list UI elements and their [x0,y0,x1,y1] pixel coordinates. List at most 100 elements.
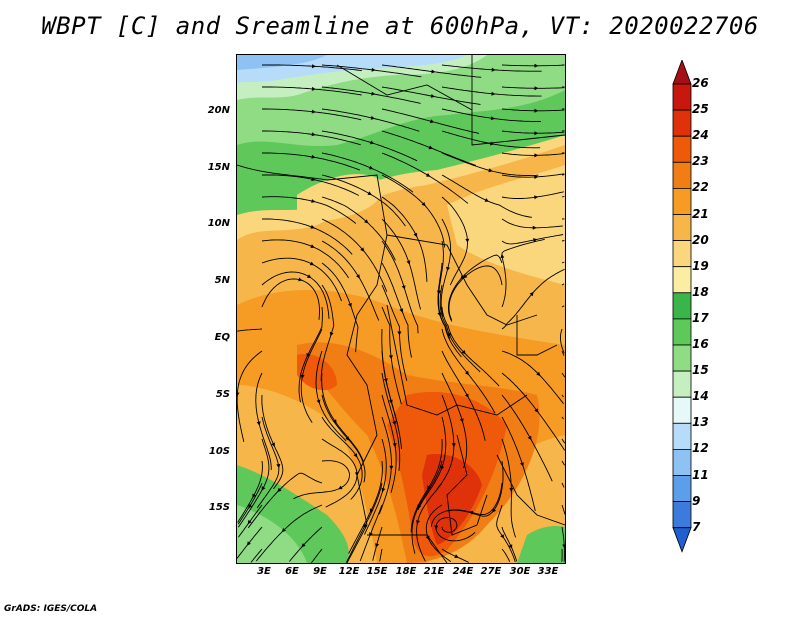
streamline [448,265,503,321]
streamline-arrowhead [338,485,343,490]
streamline-arrowhead [401,285,406,290]
colorbar-swatch [672,83,692,111]
streamline-arrowhead [534,153,539,158]
streamline-arrowhead [348,302,352,308]
streamline-arrowhead [388,399,393,404]
lat-label: 5S [215,389,230,400]
lon-label: 3E [257,566,271,577]
streamline [501,191,564,199]
colorbar-swatch [672,318,692,346]
streamline-arrowhead [375,543,379,548]
streamline [441,372,468,469]
streamline-arrowhead [353,453,358,458]
streamline [348,460,383,554]
streamline [501,64,565,67]
colorbar-swatch [672,344,692,372]
streamline-arrowhead [364,219,369,224]
streamline [300,328,323,423]
streamline-arrowhead [311,86,316,91]
wbpt-field-19-patch [297,174,387,225]
streamline [372,526,383,561]
streamline [441,306,500,387]
lat-label: 20N [207,105,230,116]
streamline [501,218,563,229]
streamline-arrowhead [399,308,404,313]
colorbar-level-label: 9 [692,493,701,508]
streamline-arrowhead [363,523,368,529]
lon-label: 21E [423,566,445,577]
streamline [364,438,387,535]
streamline [261,278,320,320]
streamline [561,504,565,515]
streamline [561,283,565,286]
streamline [381,240,419,334]
colorbar-swatch [672,501,692,529]
streamline [381,174,446,248]
streamline [250,548,263,563]
streamline-arrowhead [276,463,281,469]
colorbar-swatch [672,370,692,398]
streamline-arrowhead [488,168,493,173]
streamline-arrowhead [446,266,450,272]
grads-credit: GrADS: IGES/COLA [4,604,98,614]
streamline [237,526,263,559]
lat-label: 15S [208,502,230,513]
lat-label: 10N [207,218,230,229]
wbpt-field-17-se [517,525,565,563]
streamline [501,438,517,538]
streamline-arrowhead [256,421,261,426]
colorbar-level-label: 26 [692,76,709,90]
streamline-arrowhead [246,541,251,546]
streamline [501,173,565,178]
streamline-arrowhead [491,91,496,96]
streamline-arrowhead [465,238,470,243]
streamline-arrowhead [500,253,505,259]
streamline-arrowhead [406,260,411,265]
lon-label: 6E [285,566,299,577]
streamline-arrowhead [370,140,375,145]
streamline [237,438,270,528]
streamline-arrowhead [310,224,315,229]
streamline-arrowhead [534,86,539,91]
wbpt-field-24 [422,454,482,545]
streamline-arrowhead [534,195,539,200]
colorbar-swatch [672,214,692,242]
streamline [561,460,565,466]
streamline-arrowhead [463,274,468,279]
streamline-arrowhead [468,510,474,515]
streamline [262,108,362,121]
streamline-arrowhead [369,532,373,537]
colorbar-swatch [672,292,692,320]
lon-label: 24E [452,566,474,577]
map-panel [236,54,566,564]
streamline [561,372,565,378]
colorbar-swatch [672,475,692,503]
colorbar-swatch [672,109,692,137]
lon-label: 27E [480,566,502,577]
streamline-arrowhead [316,399,321,404]
streamline [416,482,443,562]
streamline [237,460,263,523]
streamline [561,350,565,356]
streamline-arrowhead [454,554,459,558]
streamline [561,261,565,264]
streamline-arrowhead [532,225,537,230]
streamline [496,504,516,563]
streamline-arrowhead [311,132,316,137]
streamline-arrowhead [306,352,311,358]
streamline-arrowhead [301,543,306,548]
streamline [255,504,323,562]
streamline-arrowhead [298,277,303,282]
streamline [261,271,330,319]
streamline [501,268,565,330]
streamline-arrowhead [369,508,374,513]
streamline-arrowhead [413,232,418,238]
streamline [379,548,383,562]
streamline-arrowhead [416,520,420,525]
streamline-arrowhead [252,493,256,499]
streamline [561,482,565,488]
streamline-arrowhead [447,332,451,337]
streamline [255,372,272,471]
streamline-arrowhead [311,154,316,159]
lon-label: 12E [338,566,360,577]
